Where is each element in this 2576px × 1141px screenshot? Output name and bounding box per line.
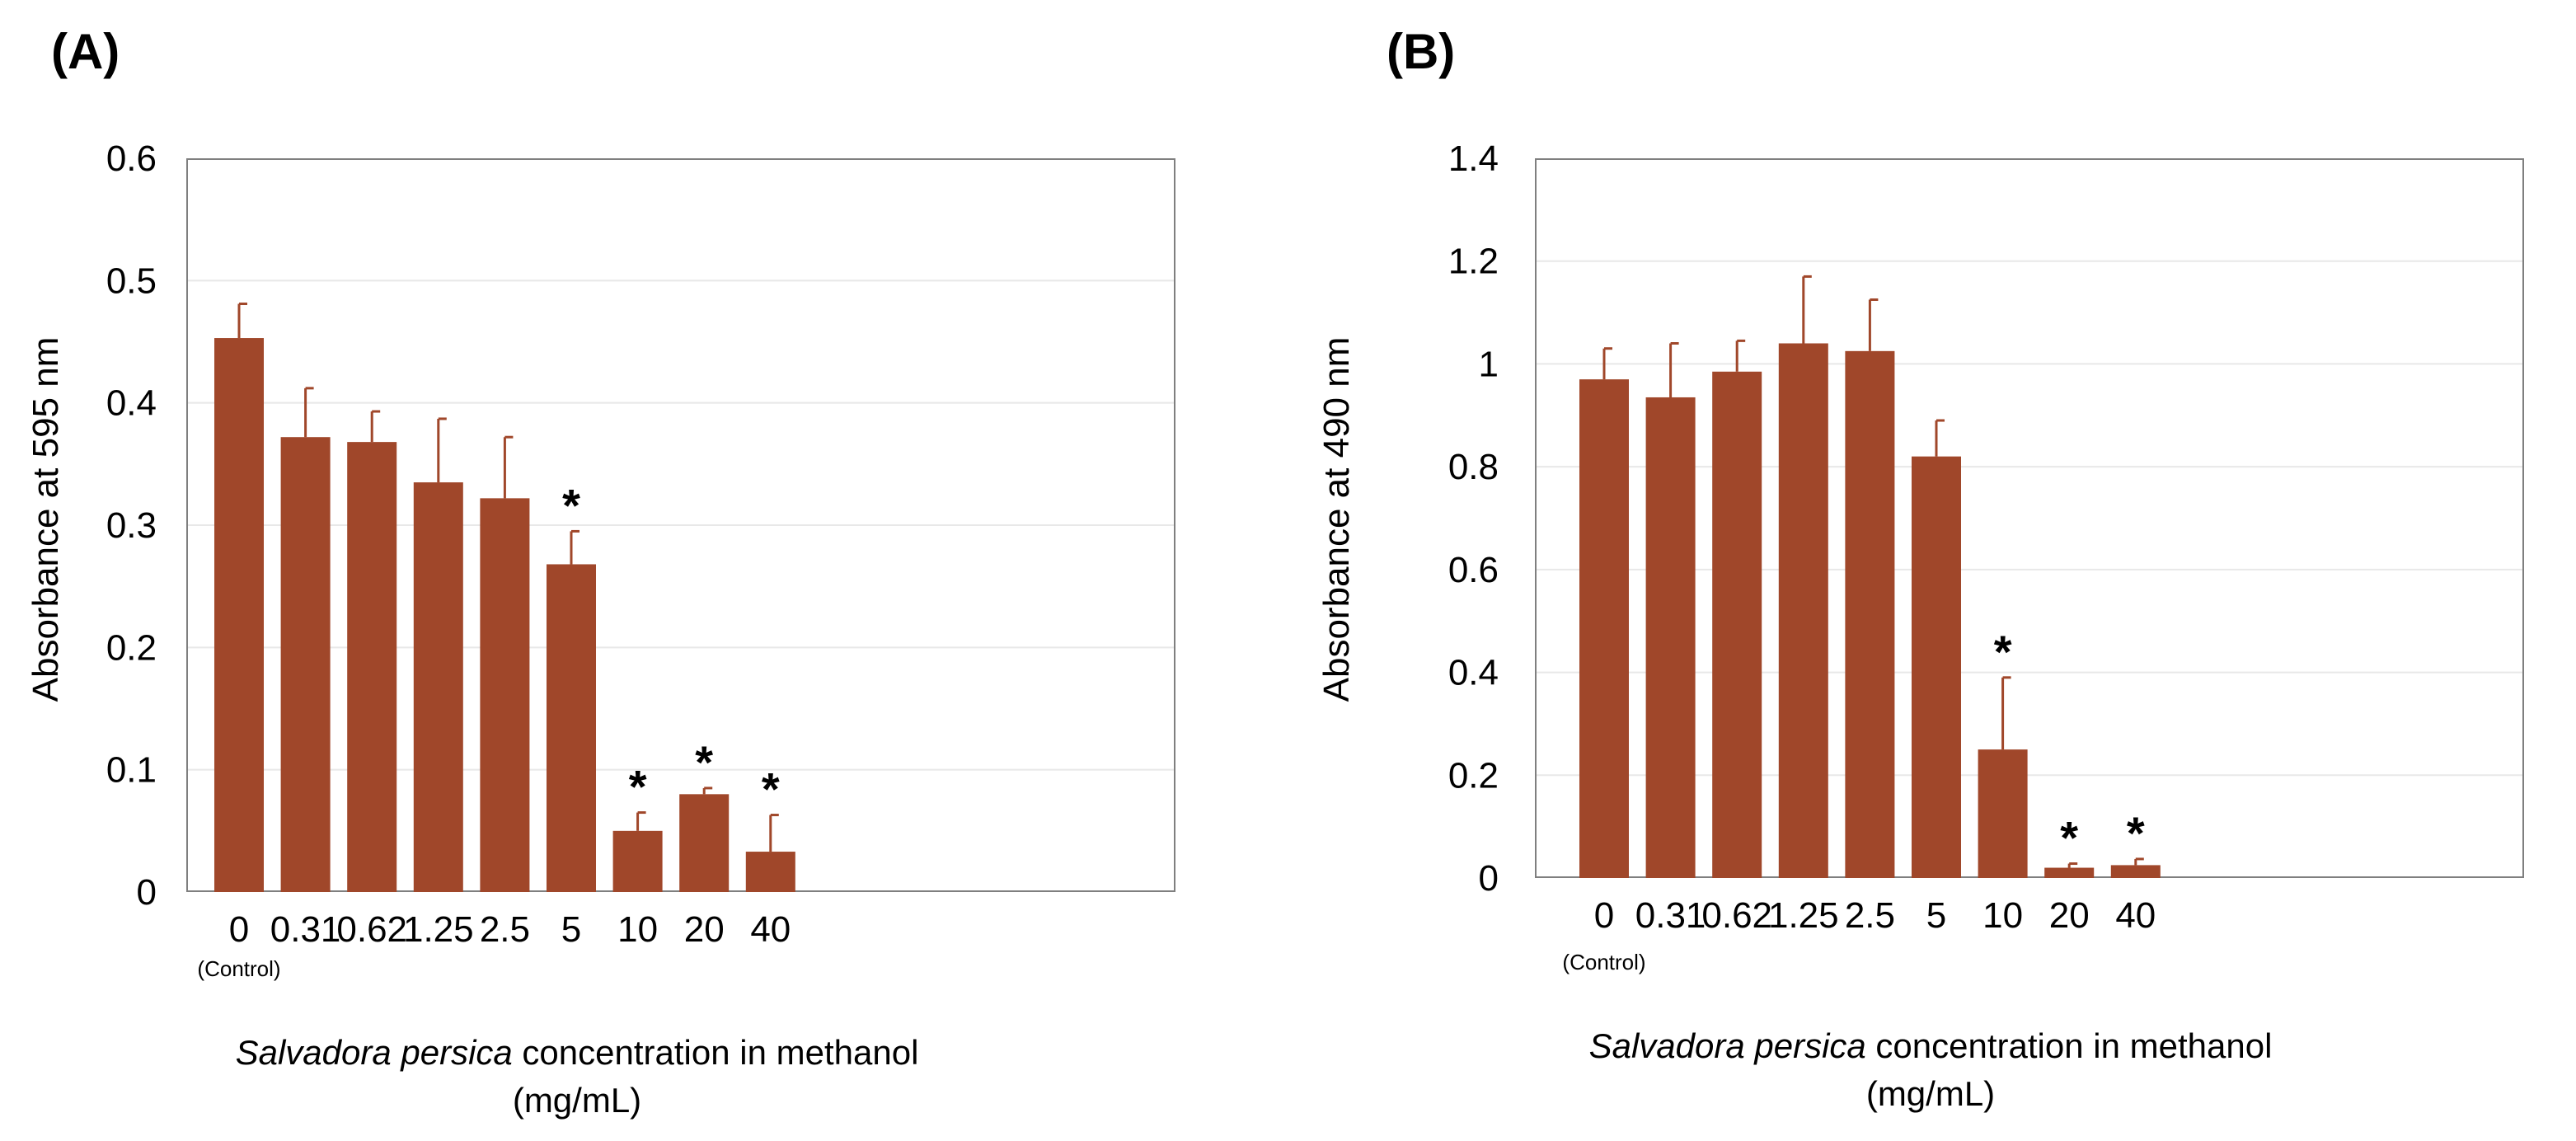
x-axis-title-species: Salvadora persica xyxy=(1588,1026,1866,1065)
x-tick-label: 0 xyxy=(1594,895,1614,936)
x-axis-unit: (mg/mL) xyxy=(1865,1074,1996,1113)
x-tick-label: 0.62 xyxy=(1701,895,1772,936)
significance-marker: * xyxy=(2127,807,2145,859)
x-tick-label: 10 xyxy=(617,909,658,950)
bar-chart-b: 0 0.2 0.4 0.6 0.8 1 1.2 1.4 0 0.310.621.25 2.5 5 * 10… xyxy=(1448,139,2522,936)
bar xyxy=(347,442,397,892)
bar xyxy=(280,437,331,892)
bar-chart-a: 0 0.1 0.2 0.3 0.4 0.5 0.6 0 0.310.621.25 2.5 * 5 * 10… xyxy=(106,139,1174,950)
panel-b: (B) 0 0.2 0.4 0.6 0.8 1 1.2 1.4 0 0.31 0.62 1.25 2.5… xyxy=(1288,0,2575,1141)
plot-area xyxy=(1535,158,2524,878)
significance-marker: * xyxy=(2060,812,2078,864)
x-axis-title: Salvadora persica concentration in metha… xyxy=(1518,1022,2343,1118)
x-tick-label: 1.25 xyxy=(403,909,474,950)
significance-marker: * xyxy=(562,479,580,531)
y-tick-label: 0 xyxy=(1479,858,1499,899)
x-tick-label: 5 xyxy=(1926,895,1946,936)
y-tick-label: 0.4 xyxy=(1448,653,1499,693)
x-tick-label: 2.5 xyxy=(1845,895,1895,936)
y-tick-label: 1 xyxy=(1479,344,1499,384)
x-axis-title-rest: concentration in methanol xyxy=(512,1033,919,1072)
panel-label: (B) xyxy=(1387,24,1456,79)
y-tick-label: 1.4 xyxy=(1448,139,1499,179)
bar xyxy=(745,852,795,892)
y-tick-label: 1.2 xyxy=(1448,242,1499,282)
x-tick-label: 2.5 xyxy=(480,909,530,950)
y-tick-label: 0.2 xyxy=(1448,755,1499,796)
bar xyxy=(612,830,663,892)
bar xyxy=(1978,749,2028,878)
bar xyxy=(1712,371,1762,879)
y-tick-label: 0.1 xyxy=(106,750,157,791)
bar xyxy=(679,794,730,892)
panel-a: (A) 0 0.1 0.2 0.3 0.4 0.5 0.6 0 0.31 0.62 1.25 2.5 *… xyxy=(26,24,1175,1125)
x-tick-label: 0.31 xyxy=(270,909,341,950)
x-tick-label: 0.31 xyxy=(1635,895,1706,936)
x-tick-label: 1.25 xyxy=(1768,895,1839,936)
bar xyxy=(480,498,530,892)
y-tick-label: 0.3 xyxy=(106,505,157,546)
bar xyxy=(1912,456,1961,878)
x-tick-label: 5 xyxy=(561,909,581,950)
control-note: (Control) xyxy=(197,956,281,981)
x-tick-label: 0.62 xyxy=(336,909,407,950)
x-axis-title-species: Salvadora persica xyxy=(235,1033,513,1072)
bar xyxy=(2110,865,2161,878)
bar xyxy=(1778,343,1828,878)
y-tick-label: 0 xyxy=(137,872,157,913)
y-tick-label: 0.2 xyxy=(106,627,157,668)
y-tick-label: 0.5 xyxy=(106,261,157,301)
bar xyxy=(547,564,596,892)
significance-marker: * xyxy=(695,736,713,788)
y-tick-label: 0.6 xyxy=(106,139,157,179)
x-tick-label: 20 xyxy=(2049,895,2090,936)
x-axis-title: Salvadora persica concentration in metha… xyxy=(165,1029,989,1125)
y-tick-label: 0.6 xyxy=(1448,550,1499,590)
x-axis-unit: (mg/mL) xyxy=(512,1081,642,1120)
y-axis-title: Absorbance at 595 nm xyxy=(26,336,66,702)
y-tick-label: 0.8 xyxy=(1448,447,1499,487)
bar xyxy=(1579,379,1629,878)
bar xyxy=(413,482,463,892)
x-tick-label: 20 xyxy=(684,909,725,950)
x-tick-label: 40 xyxy=(750,909,791,950)
y-axis-title: Absorbance at 490 nm xyxy=(1316,336,1357,702)
bar xyxy=(2044,867,2095,878)
significance-marker: * xyxy=(762,763,780,815)
bar xyxy=(214,338,264,892)
bar xyxy=(1845,350,1895,878)
significance-marker: * xyxy=(1994,626,2012,678)
control-note: (Control) xyxy=(1562,950,1646,974)
x-tick-label: 40 xyxy=(2115,895,2156,936)
x-tick-label: 10 xyxy=(1982,895,2023,936)
significance-marker: * xyxy=(629,761,647,813)
x-axis-title-rest: concentration in methanol xyxy=(1865,1026,2273,1065)
panel-label: (A) xyxy=(51,24,120,79)
bar xyxy=(1645,397,1696,879)
y-tick-label: 0.4 xyxy=(106,383,157,424)
x-tick-label: 0 xyxy=(229,909,249,950)
